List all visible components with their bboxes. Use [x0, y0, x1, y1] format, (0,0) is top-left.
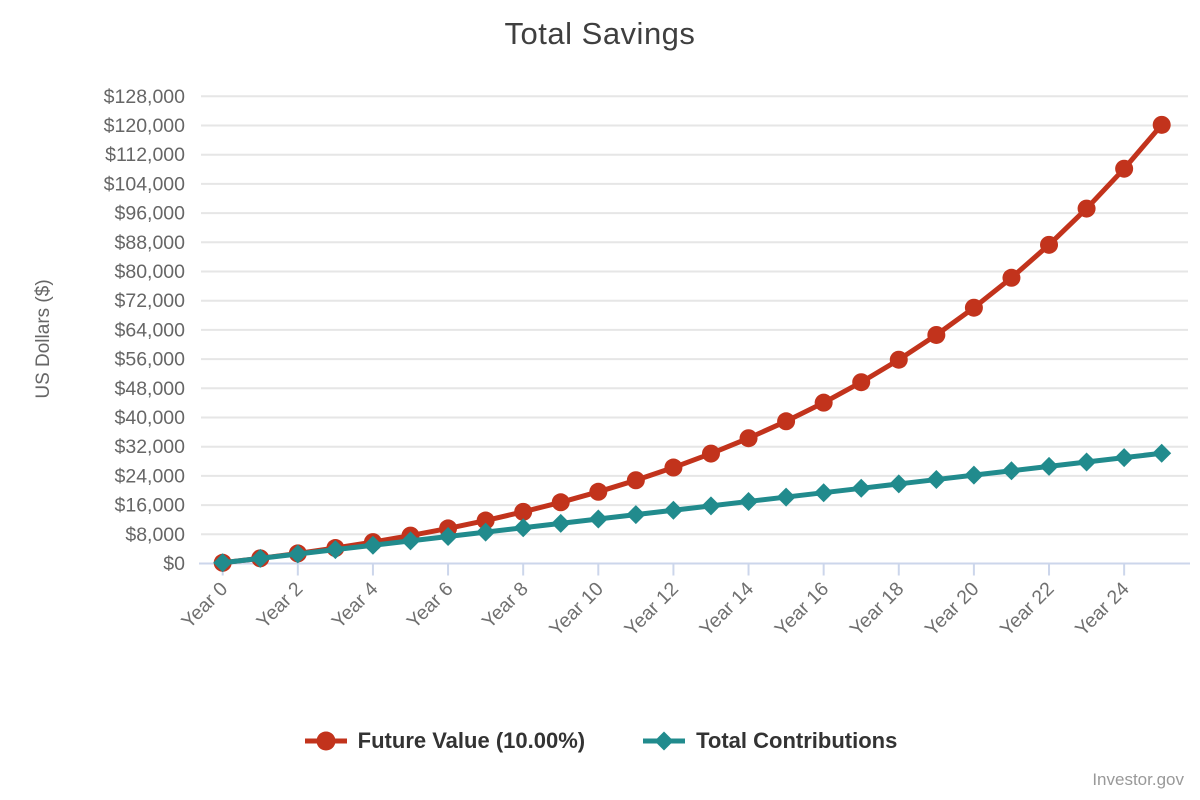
data-point-marker: [1114, 448, 1134, 468]
svg-text:$80,000: $80,000: [115, 261, 186, 283]
data-point-marker: [1115, 159, 1134, 178]
data-point-marker: [514, 502, 533, 521]
line-diamond-marker-icon: [643, 731, 686, 751]
svg-text:Year 24: Year 24: [1071, 578, 1134, 641]
data-point-marker: [739, 491, 759, 511]
svg-text:$0: $0: [163, 553, 185, 575]
svg-text:$32,000: $32,000: [115, 436, 186, 458]
data-point-marker: [626, 505, 646, 525]
svg-text:$64,000: $64,000: [115, 319, 186, 341]
svg-text:Year 10: Year 10: [545, 578, 608, 641]
data-point-marker: [589, 482, 608, 501]
svg-text:$72,000: $72,000: [115, 290, 186, 312]
svg-text:$104,000: $104,000: [104, 173, 185, 195]
data-point-marker: [250, 548, 270, 568]
svg-text:Year 20: Year 20: [921, 578, 984, 641]
data-point-marker: [663, 500, 683, 520]
data-point-marker: [626, 471, 645, 490]
svg-text:$88,000: $88,000: [115, 232, 186, 254]
data-point-marker: [1002, 268, 1021, 287]
svg-text:$128,000: $128,000: [104, 86, 185, 108]
svg-text:$120,000: $120,000: [104, 115, 185, 137]
svg-text:$8,000: $8,000: [125, 524, 185, 546]
data-point-marker: [213, 553, 233, 573]
data-point-marker: [852, 373, 871, 392]
data-point-marker: [889, 474, 909, 494]
data-point-marker: [739, 429, 758, 448]
chart-legend: Future Value (10.00%) Total Contribution…: [0, 728, 1200, 754]
x-axis-labels: Year 0 Year 2 Year 4 Year 6 Year 8 Year 10 Yea…: [177, 578, 1133, 641]
gridlines: [201, 95, 1188, 536]
data-point-marker: [701, 444, 720, 463]
svg-text:$56,000: $56,000: [115, 349, 186, 371]
data-point-marker: [701, 496, 721, 516]
data-point-marker: [1077, 199, 1096, 218]
data-point-marker: [288, 544, 308, 564]
y-axis-labels: $0 $8,000 $16,000 $24,000 $32,000 $40,000 $48,…: [104, 86, 185, 575]
data-point-marker: [1077, 452, 1097, 472]
data-point-marker: [513, 518, 533, 538]
data-point-marker: [889, 350, 908, 369]
data-point-marker: [401, 531, 420, 551]
data-point-marker: [964, 298, 983, 317]
data-point-marker: [476, 511, 495, 530]
data-point-marker: [476, 522, 496, 542]
credit-watermark: Investor.gov: [1092, 770, 1184, 789]
data-point-marker: [1001, 461, 1021, 481]
svg-text:Year 22: Year 22: [996, 578, 1059, 641]
data-point-marker: [814, 393, 833, 412]
svg-text:$16,000: $16,000: [115, 495, 186, 517]
legend-item-future-value[interactable]: Future Value (10.00%): [303, 728, 585, 754]
chart-title: Total Savings: [504, 16, 696, 51]
data-point-marker: [814, 483, 834, 503]
legend-label-future-value: Future Value (10.00%): [357, 728, 586, 753]
data-point-marker: [551, 493, 570, 512]
data-point-marker: [1039, 456, 1059, 476]
svg-text:Year 4: Year 4: [328, 578, 383, 633]
data-point-marker: [664, 458, 683, 477]
svg-text:Year 14: Year 14: [695, 578, 758, 641]
data-point-marker: [363, 535, 383, 555]
data-point-marker: [1040, 235, 1059, 254]
svg-text:$96,000: $96,000: [115, 203, 186, 225]
data-point-marker: [964, 465, 984, 485]
svg-text:Year 16: Year 16: [771, 578, 834, 641]
data-point-marker: [851, 478, 871, 498]
data-point-marker: [588, 509, 608, 529]
data-point-marker: [1152, 443, 1172, 463]
data-point-marker: [325, 540, 345, 560]
data-point-marker: [551, 513, 571, 533]
line-circle-marker-icon: [304, 731, 347, 751]
data-point-marker: [1152, 115, 1171, 134]
svg-text:$112,000: $112,000: [105, 144, 185, 166]
svg-text:$24,000: $24,000: [115, 465, 186, 487]
svg-text:Year 12: Year 12: [620, 578, 683, 641]
data-point-marker: [776, 487, 796, 507]
svg-text:Year 0: Year 0: [177, 578, 232, 633]
data-point-marker: [926, 470, 946, 490]
legend-label-total-contributions: Total Contributions: [696, 728, 898, 753]
svg-text:$48,000: $48,000: [115, 378, 186, 400]
x-axis: [199, 562, 1190, 576]
data-point-marker: [927, 325, 946, 344]
svg-text:Year 2: Year 2: [252, 578, 307, 633]
series-total-contributions: [213, 443, 1172, 573]
svg-text:Year 6: Year 6: [403, 578, 458, 633]
legend-item-total-contributions[interactable]: Total Contributions: [641, 728, 897, 754]
data-point-marker: [777, 412, 796, 431]
svg-text:$40,000: $40,000: [115, 407, 186, 429]
data-point-marker: [438, 526, 458, 546]
svg-text:Year 8: Year 8: [478, 578, 533, 633]
svg-text:Year 18: Year 18: [846, 578, 909, 641]
